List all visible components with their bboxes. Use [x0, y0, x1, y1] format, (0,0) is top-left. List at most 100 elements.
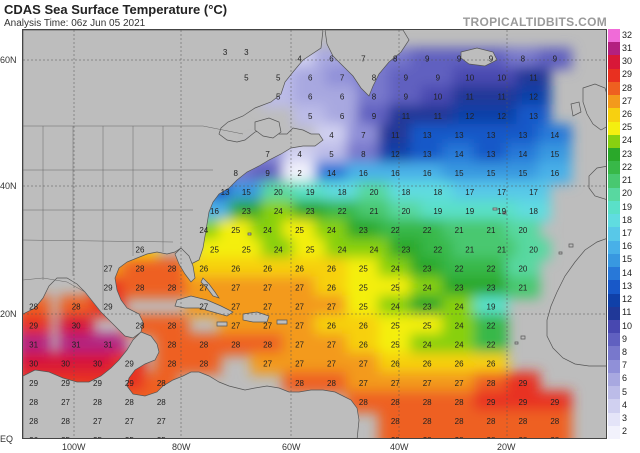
sst-value: 29 [518, 379, 527, 388]
sst-cell [484, 200, 519, 223]
sst-value: 18 [338, 188, 347, 197]
sst-value: 28 [295, 379, 304, 388]
colorbar-label: 5 [622, 386, 628, 397]
sst-cell [505, 142, 540, 165]
sst-cell [80, 352, 115, 375]
lon-label-20w: 20W [497, 442, 516, 452]
sst-cell [420, 181, 455, 204]
sst-cell [229, 238, 264, 261]
colorbar-swatch [608, 55, 620, 70]
sst-cell [250, 257, 285, 280]
sst-value: 18 [433, 188, 442, 197]
puerto-rico-island [276, 319, 288, 325]
colorbar-swatch [608, 95, 620, 109]
sst-cell [314, 142, 349, 165]
sst-map: 3 3 4 6 7 8 9 9 9 8 9 5 5 6 7 8 9 9 10 10 11 5 6 6 8 9 10 11 11 12 5 6 9… [22, 29, 607, 439]
sst-cell [516, 238, 551, 261]
sst-value: 29 [29, 379, 38, 388]
sst-value: 25 [359, 303, 368, 312]
sst-cell [23, 333, 51, 356]
sst-value: 24 [455, 322, 464, 331]
sst-cell [442, 295, 477, 318]
colorbar-swatch [608, 148, 620, 162]
colorbar-swatch [608, 280, 620, 294]
sst-cell [325, 200, 360, 223]
sst-cell [218, 219, 253, 242]
sst-cell [261, 200, 296, 223]
sst-cell [250, 352, 285, 375]
sst-value: 23 [242, 207, 251, 216]
sst-cell [537, 409, 572, 432]
sst-cell [442, 219, 477, 242]
sst-value: 27 [199, 303, 208, 312]
sst-cell [314, 352, 349, 375]
sst-cell [154, 314, 189, 337]
sst-value: 24 [391, 303, 400, 312]
sst-value: 26 [391, 360, 400, 369]
azores-islands [492, 207, 507, 215]
lon-label-80w: 80W [172, 442, 191, 452]
sst-value: 12 [529, 93, 538, 102]
cape-verde-islands [514, 335, 526, 345]
sst-value: 14 [550, 131, 559, 140]
sst-value: 9 [372, 112, 377, 121]
sst-cell [537, 390, 572, 413]
sst-cell [420, 200, 455, 223]
sst-value: 28 [157, 398, 166, 407]
sst-value: 28 [327, 379, 336, 388]
sst-value: 28 [550, 436, 559, 439]
bermuda-island [247, 232, 252, 236]
colorbar-label: 11 [622, 307, 632, 318]
sst-cell [357, 181, 391, 204]
sst-value: 24 [199, 226, 208, 235]
sst-value: 13 [455, 131, 464, 140]
sst-cell [357, 200, 391, 223]
iberia-africa-landmass [546, 166, 606, 367]
sst-value: 13 [487, 131, 496, 140]
sst-value: 20 [518, 264, 527, 273]
sst-value: 27 [199, 283, 208, 292]
sst-value: 4 [329, 131, 334, 140]
sst-cell [442, 390, 477, 413]
sst-value: 28 [167, 341, 176, 350]
sst-cell [410, 352, 445, 375]
sst-value: 14 [327, 169, 336, 178]
sst-cell [378, 371, 413, 394]
sst-value: 24 [263, 226, 272, 235]
sst-value: 9 [489, 55, 494, 64]
sst-value: 29 [29, 322, 38, 331]
sst-cell [505, 429, 540, 438]
us-canada-border [23, 125, 244, 135]
sst-value: 24 [423, 341, 432, 350]
newfoundland-island [254, 117, 282, 139]
sst-value: 28 [423, 436, 432, 439]
sst-value: 5 [276, 93, 281, 102]
colorbar-label: 16 [622, 241, 633, 252]
sst-cell [410, 333, 445, 356]
iceland-island [460, 47, 498, 67]
colorbar-swatch [608, 200, 620, 215]
sst-value: 27 [423, 379, 432, 388]
sst-cell [516, 181, 551, 204]
colorbar-label: 7 [622, 360, 628, 371]
sst-value: 24 [455, 341, 464, 350]
colorbar-label: 3 [622, 413, 628, 424]
sst-cell [250, 295, 285, 318]
sst-value: 18 [529, 207, 538, 216]
sst-value: 25 [125, 436, 134, 439]
sst-value: 30 [93, 360, 102, 369]
colorbar-label: 19 [622, 201, 633, 212]
sst-cell [378, 429, 413, 438]
sst-value: 28 [455, 436, 464, 439]
sst-cell [410, 47, 445, 70]
sst-cell [186, 257, 221, 280]
sst-value: 29 [518, 398, 527, 407]
sst-cell [346, 276, 381, 299]
colorbar-swatch [608, 68, 620, 83]
sst-cell [442, 276, 477, 299]
colorbar-label: 15 [622, 254, 633, 265]
sst-cell [388, 104, 423, 127]
sst-cell [23, 314, 51, 337]
sst-cell [388, 181, 423, 204]
sst-value: 28 [29, 303, 38, 312]
